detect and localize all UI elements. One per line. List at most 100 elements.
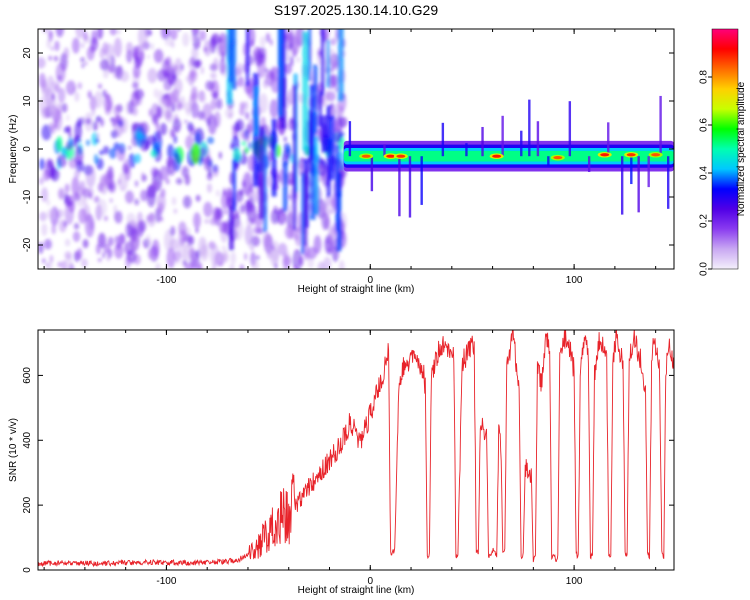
spectrogram-noise-blob: [139, 121, 149, 135]
spectrogram-noise-blob: [134, 198, 140, 206]
snr-series-line: [38, 330, 674, 568]
spectrogram-noise-blob: [247, 154, 255, 172]
spectrogram-noise-blob: [50, 124, 56, 134]
spectrogram-noise-blob: [195, 227, 199, 234]
spectrogram-noise-blob: [182, 195, 192, 209]
colorbar-label: Normalized spectral amplitude: [736, 81, 747, 216]
spectrogram-noise-blob: [113, 142, 120, 151]
spectrogram-noise-blob: [194, 59, 202, 68]
spectrogram-noise-blob: [134, 180, 139, 187]
spectrogram-noise-blob: [321, 202, 331, 220]
spectrogram-hot-spot: [600, 153, 610, 157]
spectrogram-noise-blob: [235, 118, 245, 132]
snr-y-tick-label: 0: [22, 567, 33, 573]
spectrogram-noise-blob: [231, 124, 237, 131]
spectrogram-noise-blob: [116, 147, 126, 162]
spectrogram-noise-blob: [220, 191, 229, 210]
spectrogram-noise-blob: [61, 147, 66, 156]
spectrogram-noise-blob: [247, 118, 255, 133]
spectrogram-noise-blob: [175, 98, 182, 112]
spectrogram-noise-blob: [148, 108, 152, 117]
spectrogram-y-tick-label: -20: [22, 237, 33, 252]
spectrogram-tone-spike: [398, 156, 401, 217]
spectrogram-noise-blob: [191, 36, 197, 42]
spectrogram-noise-blob: [125, 41, 134, 55]
spectrogram-x-tick-label: -100: [156, 275, 176, 286]
spectrogram-hot-spot: [492, 154, 502, 158]
spectrogram-noise-blob: [190, 142, 201, 165]
spectrogram-noise-blob: [150, 167, 159, 178]
spectrogram-noise-blob: [132, 64, 141, 79]
spectrogram-noise-blob: [82, 196, 88, 208]
spectrogram-noise-blob: [146, 184, 156, 208]
spectrogram-noise-blob: [265, 32, 271, 43]
spectrogram-tone-spike: [465, 143, 468, 157]
spectrogram-noise-blob: [42, 169, 51, 182]
spectrogram-noise-blob: [119, 70, 130, 83]
spectrogram-noise-blob: [156, 105, 163, 118]
spectrogram-noise-blob: [224, 107, 235, 119]
spectrogram-noise-blob: [41, 258, 46, 264]
spectrogram-noise-blob: [212, 167, 219, 177]
spectrogram-noise-blob: [289, 55, 294, 67]
spectrogram-noise-blob: [232, 148, 242, 162]
spectrogram-noise-blobs: [38, 29, 348, 269]
spectrogram-noise-blob: [218, 37, 224, 43]
spectrogram-noise-blob: [189, 246, 195, 252]
spectrogram-noise-streak: [309, 112, 316, 220]
spectrogram-noise-blob: [93, 196, 100, 203]
snr-y-tick-label: 600: [22, 367, 33, 384]
spectrogram-noise-blob: [296, 56, 301, 63]
spectrogram-noise-blob: [114, 235, 120, 244]
spectrogram-noise-blob: [330, 197, 335, 209]
spectrogram-noise-blob: [199, 95, 207, 104]
spectrogram-noise-blob: [212, 57, 219, 71]
spectrogram-noise-blob: [152, 113, 159, 126]
spectrogram-noise-blob: [182, 32, 190, 47]
spectrogram-noise-blob: [76, 247, 83, 260]
spectrogram-noise-blob: [241, 129, 251, 143]
spectrogram-noise-blob: [173, 113, 179, 125]
spectrogram-noise-blob: [196, 249, 200, 259]
spectrogram-noise-streak: [282, 161, 288, 212]
spectrogram-noise-blob: [107, 248, 113, 259]
spectrogram-noise-streak: [271, 118, 277, 197]
spectrogram-noise-blob: [188, 126, 196, 136]
spectrogram-noise-blob: [241, 140, 247, 146]
figure-title: S197.2025.130.14.10.G29: [274, 2, 438, 18]
spectrogram-noise-blob: [136, 131, 144, 140]
spectrogram-noise-blob: [82, 187, 91, 199]
spectrogram-noise-blob: [46, 208, 55, 220]
spectrogram-noise-blob: [97, 232, 106, 249]
spectrogram-noise-blob: [130, 90, 140, 108]
spectrogram-noise-blob: [184, 102, 192, 113]
spectrogram-noise-streak: [303, 169, 308, 246]
spectrogram-noise-blob: [82, 238, 89, 249]
spectrogram-noise-blob: [172, 250, 181, 262]
spectrogram-noise-blob: [329, 74, 340, 87]
spectrogram-noise-blob: [94, 90, 103, 109]
spectrogram-noise-blob: [81, 63, 85, 69]
spectrogram-noise-blob: [286, 256, 293, 265]
spectrogram-noise-streak: [308, 110, 312, 164]
spectrogram-noise-blob: [183, 173, 191, 186]
spectrogram-noise-blob: [244, 111, 250, 120]
spectrogram-noise-blob: [54, 110, 63, 131]
spectrogram-noise-blob: [254, 50, 263, 67]
spectrogram-noise-blob: [197, 110, 205, 120]
spectrogram-noise-blob: [50, 80, 60, 90]
spectrogram-noise-streak: [293, 85, 297, 198]
spectrogram-noise-streak: [280, 77, 287, 130]
spectrogram-noise-blob: [260, 116, 266, 127]
spectrogram-noise-blob: [78, 208, 87, 224]
spectrogram-noise-blob: [66, 114, 70, 122]
spectrogram-noise-blob: [239, 204, 246, 214]
spectrogram-noise-blob: [80, 258, 88, 268]
spectrogram-noise-blob: [74, 145, 84, 166]
spectrogram-noise-blob: [166, 158, 176, 176]
spectrogram-noise-blob: [97, 83, 103, 89]
spectrogram-noise-blob: [201, 244, 208, 258]
spectrogram-noise-blob: [272, 113, 277, 118]
spectrogram-noise-blob: [75, 29, 85, 39]
spectrogram-noise-blob: [113, 37, 122, 58]
